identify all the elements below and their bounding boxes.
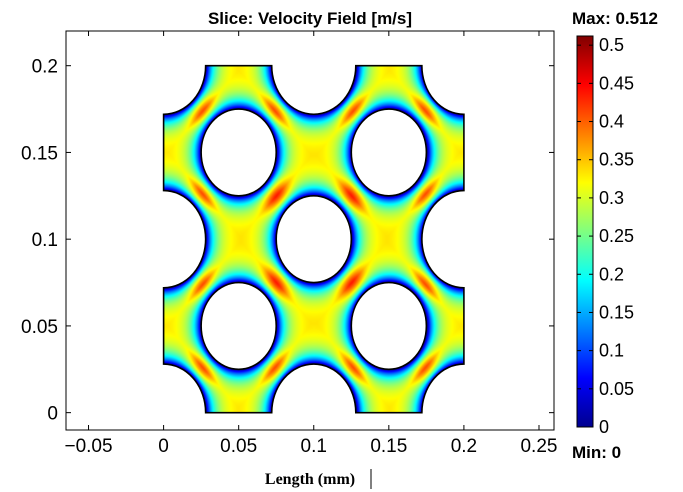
obstacle-circle bbox=[350, 281, 428, 371]
x-axis: −0.05 0 0.05 0.1 0.15 0.2 0.25 bbox=[64, 31, 557, 457]
x-tick-label: 0.05 bbox=[220, 436, 257, 457]
obstacle-circle bbox=[350, 108, 428, 197]
colorbar-tick-label: 0.3 bbox=[599, 188, 624, 208]
x-axis-label: Length (mm) bbox=[265, 471, 355, 488]
colorbar-tick-label: 0.05 bbox=[599, 379, 634, 399]
obstacle-circle bbox=[200, 281, 278, 371]
y-tick-label: 0.2 bbox=[32, 57, 58, 78]
chart-title: Slice: Velocity Field [m/s] bbox=[208, 9, 412, 28]
y-tick-label: 0.05 bbox=[21, 317, 58, 338]
colorbar bbox=[576, 35, 594, 428]
x-tick-label: 0.25 bbox=[520, 436, 557, 457]
colorbar-tick-label: 0 bbox=[599, 417, 609, 437]
y-tick-label: 0.1 bbox=[32, 230, 58, 251]
colorbar-tick-label: 0.35 bbox=[599, 150, 634, 170]
x-tick-label: 0.2 bbox=[451, 436, 477, 457]
colorbar-tick-label: 0.45 bbox=[599, 73, 634, 93]
colorbar-ticks: 0 0.05 0.1 0.15 0.2 0.25 0.3 0.35 0.4 0.45 0.5 bbox=[577, 35, 634, 437]
y-tick-label: 0.15 bbox=[21, 143, 58, 164]
obstacle-circle bbox=[200, 108, 278, 197]
x-tick-label: 0.15 bbox=[370, 436, 407, 457]
colorbar-min-label: Min: 0 bbox=[572, 443, 621, 462]
colorbar-max-label: Max: 0.512 bbox=[572, 9, 658, 28]
colorbar-tick-label: 0.4 bbox=[599, 112, 624, 132]
y-tick-label: 0 bbox=[47, 404, 58, 425]
domain-outline bbox=[162, 64, 465, 414]
colorbar-tick-label: 0.25 bbox=[599, 226, 634, 246]
obstacle-outlines bbox=[200, 108, 428, 371]
obstacle-circle bbox=[275, 195, 353, 284]
colorbar-tick-label: 0.5 bbox=[599, 35, 624, 55]
colorbar-tick-label: 0.2 bbox=[599, 264, 624, 284]
x-tick-label: 0 bbox=[158, 436, 169, 457]
x-tick-label: −0.05 bbox=[64, 436, 112, 457]
y-axis: 0 0.05 0.1 0.15 0.2 bbox=[21, 57, 554, 425]
x-tick-label: 0.1 bbox=[301, 436, 327, 457]
colorbar-tick-label: 0.15 bbox=[599, 302, 634, 322]
colorbar-tick-label: 0.1 bbox=[599, 341, 624, 361]
